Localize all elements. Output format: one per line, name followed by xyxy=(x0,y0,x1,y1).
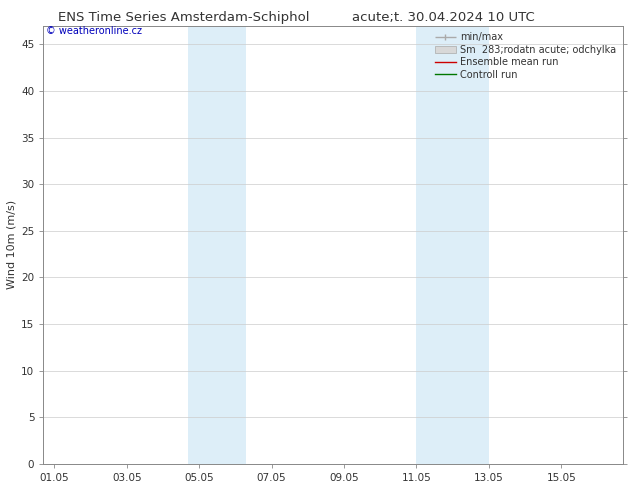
Bar xyxy=(188,25,246,464)
Legend: min/max, Sm  283;rodatn acute; odchylka, Ensemble mean run, Controll run: min/max, Sm 283;rodatn acute; odchylka, … xyxy=(433,30,618,82)
Text: acute;t. 30.04.2024 10 UTC: acute;t. 30.04.2024 10 UTC xyxy=(353,11,535,24)
Text: © weatheronline.cz: © weatheronline.cz xyxy=(46,26,142,36)
Y-axis label: Wind 10m (m/s): Wind 10m (m/s) xyxy=(7,200,17,290)
Bar xyxy=(417,25,489,464)
Text: ENS Time Series Amsterdam-Schiphol: ENS Time Series Amsterdam-Schiphol xyxy=(58,11,309,24)
